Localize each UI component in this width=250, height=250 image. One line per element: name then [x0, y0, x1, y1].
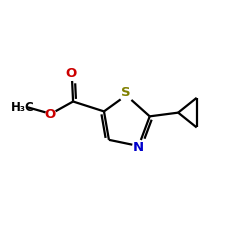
Text: H₃C: H₃C [10, 101, 34, 114]
Text: S: S [122, 86, 131, 99]
Text: N: N [132, 141, 144, 154]
Text: O: O [66, 66, 77, 80]
Text: O: O [44, 108, 56, 121]
